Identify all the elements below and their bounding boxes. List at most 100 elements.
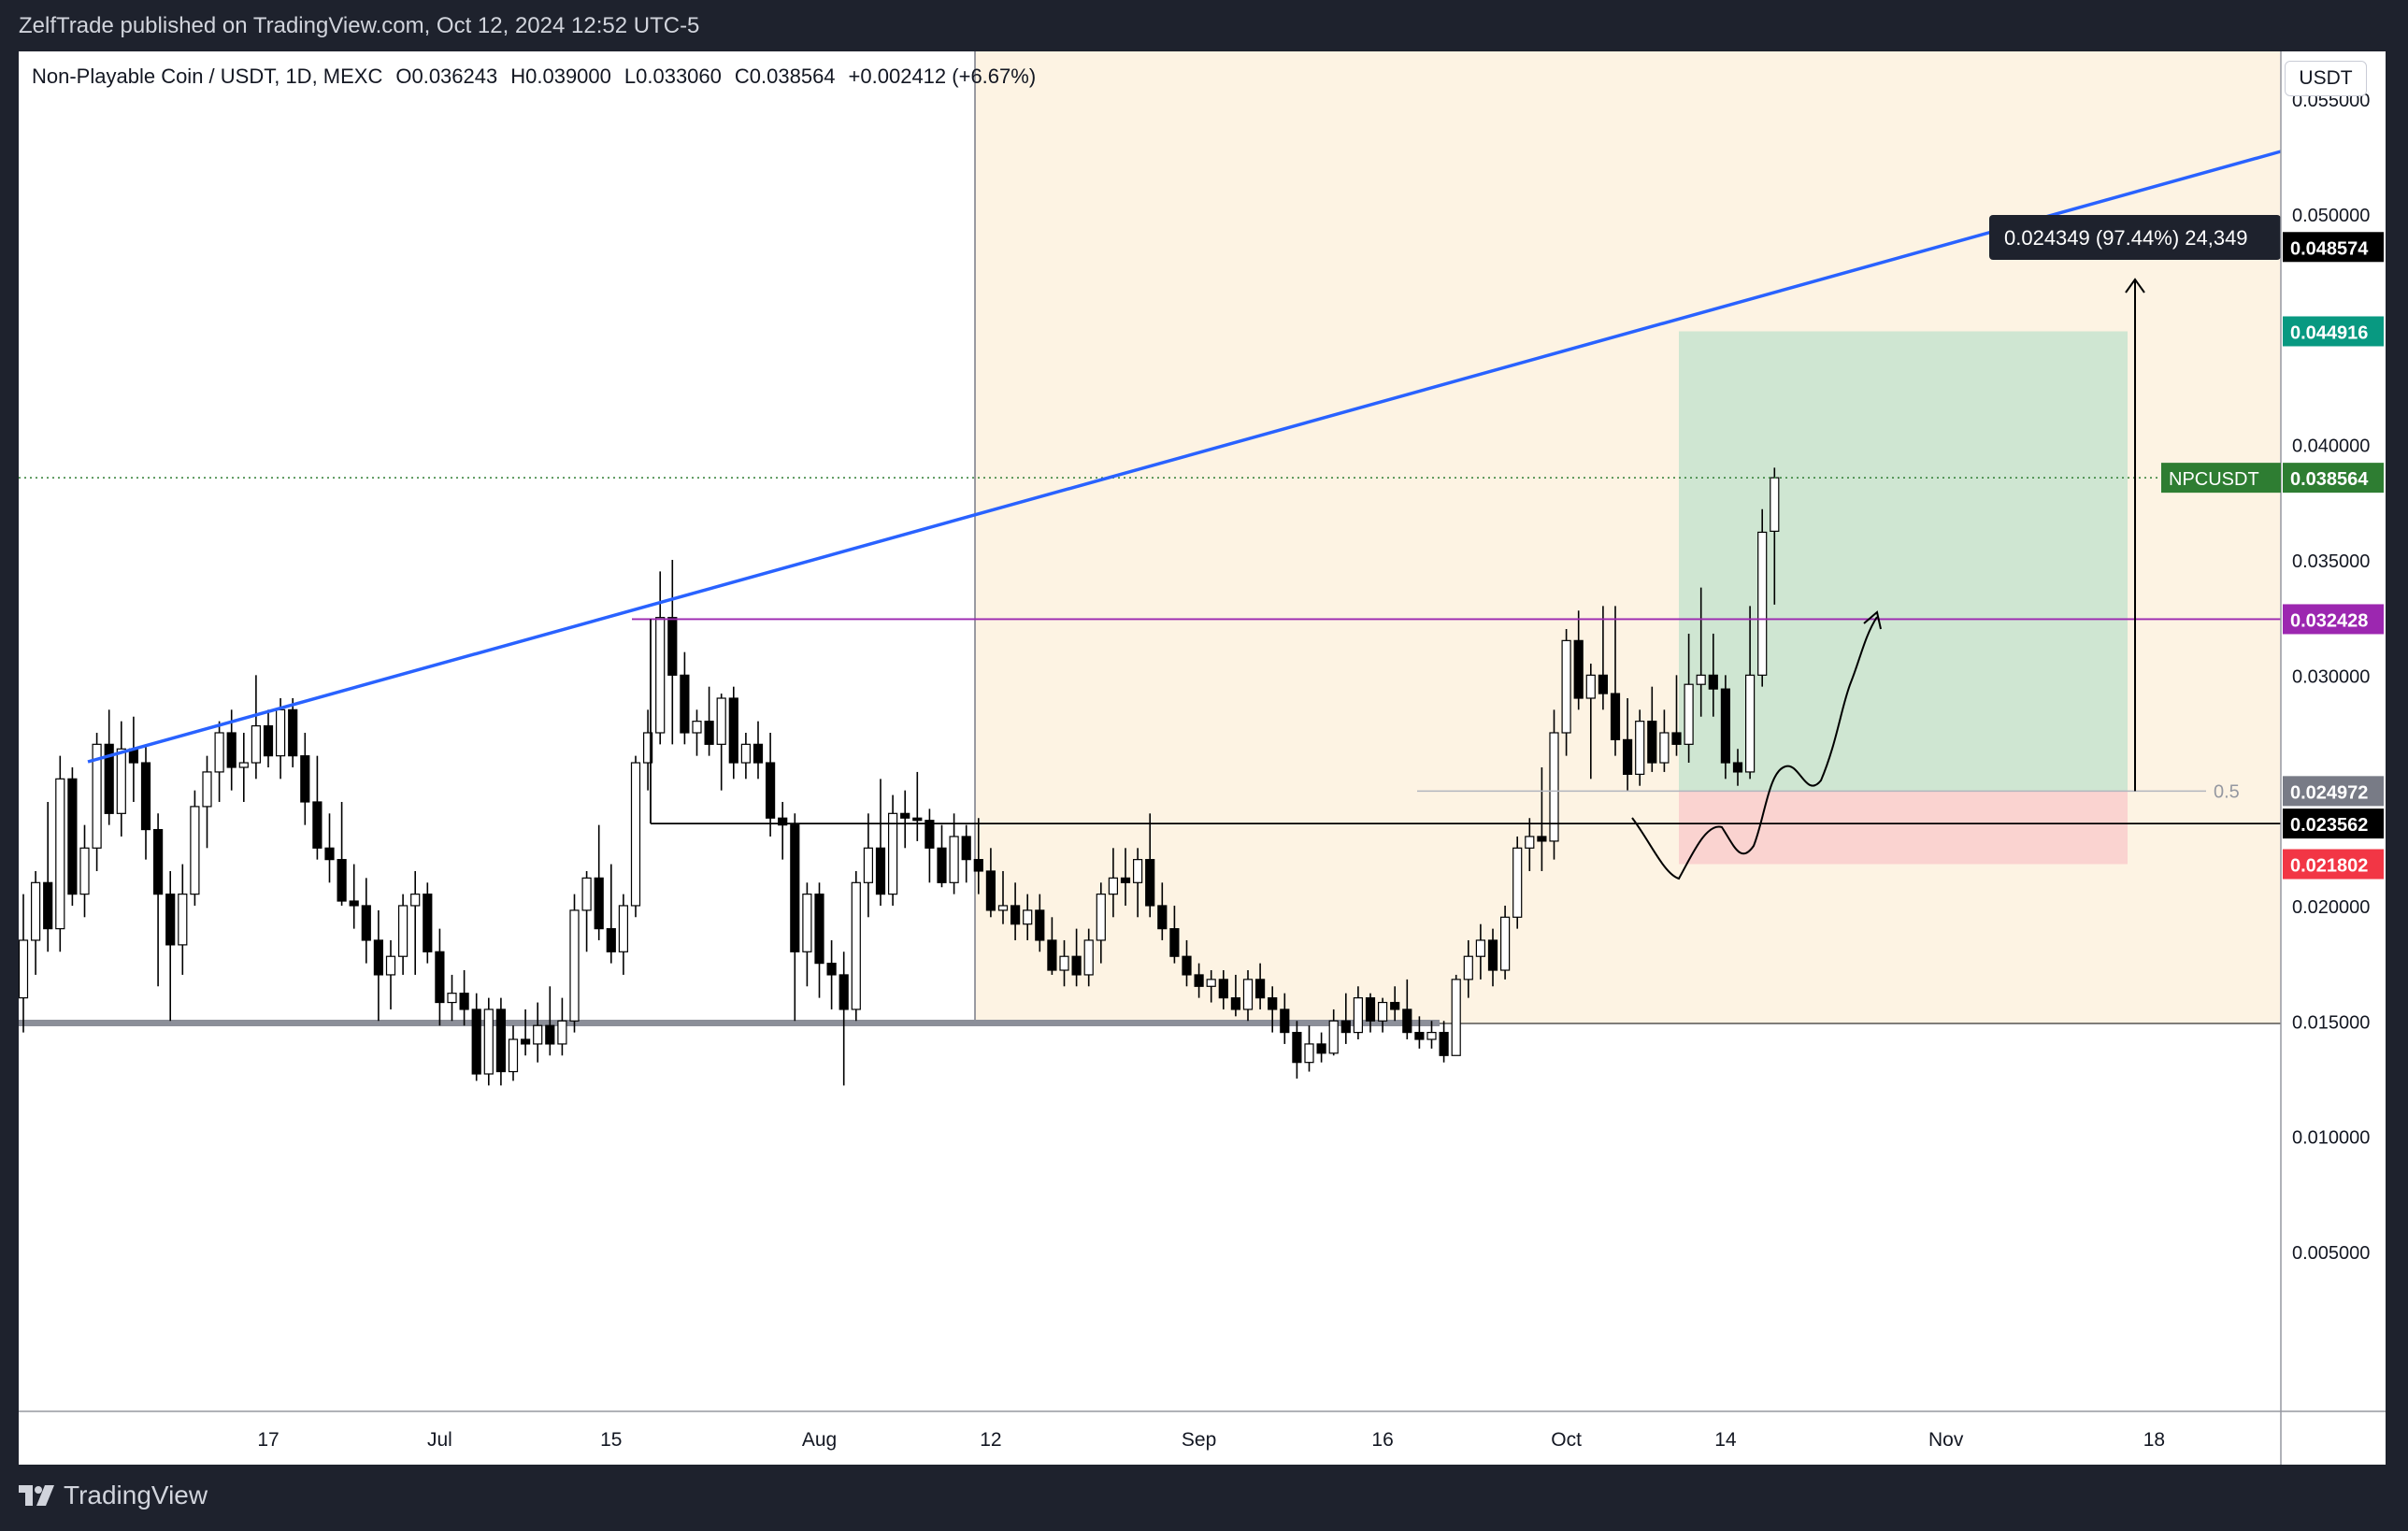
candle bbox=[1206, 970, 1216, 1003]
trendline[interactable] bbox=[87, 150, 2282, 764]
x-tick-label: 17 bbox=[257, 1429, 279, 1451]
candle-body bbox=[545, 1024, 555, 1045]
projection-path[interactable] bbox=[1631, 616, 1878, 880]
candle-body bbox=[398, 905, 408, 957]
candle bbox=[410, 870, 421, 975]
candle-body bbox=[1096, 894, 1106, 941]
candle-body bbox=[1169, 928, 1180, 957]
candle bbox=[1720, 675, 1731, 780]
resistance-price-tag-value: 0.032428 bbox=[2290, 610, 2368, 631]
candle-body bbox=[1194, 974, 1204, 987]
candle bbox=[1280, 993, 1290, 1044]
candle-body bbox=[1757, 531, 1768, 676]
candle bbox=[618, 894, 629, 975]
support-price-tag-value: 0.023562 bbox=[2290, 815, 2368, 836]
currency-button[interactable]: USDT bbox=[2285, 61, 2367, 96]
candle-body bbox=[692, 721, 702, 734]
candle bbox=[1439, 1021, 1449, 1063]
candle-body bbox=[1463, 955, 1473, 980]
candle bbox=[349, 864, 359, 929]
candle-body bbox=[1353, 997, 1364, 1034]
candle bbox=[67, 766, 78, 906]
candle-body bbox=[1328, 1020, 1339, 1054]
loss-zone[interactable] bbox=[1679, 791, 2128, 865]
candle-body bbox=[300, 755, 310, 803]
candle-body bbox=[1157, 905, 1168, 930]
candle bbox=[337, 801, 347, 906]
candle bbox=[802, 882, 812, 987]
candle-body bbox=[288, 708, 298, 757]
legend-symbol[interactable]: Non-Playable Coin / USDT, 1D, MEXC bbox=[32, 64, 383, 88]
candle-body bbox=[43, 881, 53, 930]
candle bbox=[1414, 1016, 1425, 1049]
candle-body bbox=[1708, 674, 1718, 690]
candle bbox=[1561, 629, 1571, 756]
candle bbox=[202, 755, 212, 849]
candle-body bbox=[1390, 1001, 1400, 1010]
candle bbox=[1525, 818, 1535, 871]
last-price-symbol-bg bbox=[2161, 463, 2281, 494]
candle bbox=[104, 709, 114, 825]
candle bbox=[1083, 928, 1094, 987]
candle bbox=[1182, 939, 1192, 987]
x-tick-label: Sep bbox=[1182, 1429, 1216, 1451]
candle-body bbox=[435, 951, 445, 1004]
candle bbox=[1512, 836, 1523, 929]
candle bbox=[752, 721, 764, 780]
candle bbox=[1120, 848, 1131, 906]
candle-body bbox=[887, 812, 898, 895]
candles-group bbox=[18, 467, 1780, 1086]
candle-body bbox=[949, 836, 959, 883]
candle-body bbox=[728, 697, 738, 764]
y-tick-label: 0.035000 bbox=[2292, 551, 2370, 572]
candle bbox=[373, 909, 383, 1022]
candle-body bbox=[67, 778, 78, 895]
candle-body bbox=[716, 697, 726, 745]
candle bbox=[1585, 664, 1596, 780]
candle-body bbox=[1439, 1032, 1449, 1056]
candle-body bbox=[276, 708, 286, 757]
candle bbox=[1304, 1025, 1314, 1072]
candle-body bbox=[104, 743, 114, 814]
candle bbox=[680, 651, 690, 745]
candle-body bbox=[349, 900, 359, 907]
candle-body bbox=[116, 748, 126, 814]
candle bbox=[190, 790, 200, 906]
candle bbox=[1365, 993, 1376, 1033]
candle-body bbox=[961, 836, 971, 861]
candle bbox=[740, 732, 752, 780]
candle-body bbox=[1451, 979, 1461, 1056]
legend-low: L0.033060 bbox=[624, 64, 722, 88]
tradingview-brand[interactable]: TradingView bbox=[19, 1481, 208, 1510]
candle bbox=[863, 813, 874, 918]
candle bbox=[581, 870, 592, 952]
x-tick-label: 16 bbox=[1371, 1429, 1393, 1451]
x-tick-label: Aug bbox=[802, 1429, 837, 1451]
price-tags: 0.048574 0.044916 0.032428 0.024972 0.023562… bbox=[2161, 232, 2384, 880]
candle bbox=[1757, 508, 1768, 687]
chart-area[interactable]: 0.5 0.024349 (97.44%) 24,349 0.055000 0.0… bbox=[18, 51, 2386, 1465]
candle-body bbox=[214, 732, 224, 773]
candle bbox=[1622, 698, 1633, 791]
candle-body bbox=[618, 905, 629, 952]
y-tick-label: 0.015000 bbox=[2292, 1012, 2370, 1033]
candle-body bbox=[1182, 955, 1192, 976]
candle bbox=[594, 824, 604, 940]
candle bbox=[398, 894, 408, 975]
candle bbox=[1254, 963, 1266, 1009]
candle-body bbox=[973, 859, 983, 872]
candle bbox=[826, 939, 837, 1009]
upper-price-tag-value: 0.048574 bbox=[2290, 238, 2369, 259]
time-axis[interactable]: 17 Jul 15 Aug 12 Sep 16 Oct 14 Nov 18 bbox=[257, 1429, 2165, 1451]
candle-body bbox=[202, 771, 212, 808]
last-price-value-bg bbox=[2283, 463, 2384, 494]
candle-body bbox=[778, 817, 788, 826]
price-axis[interactable]: 0.0550000.0500000.0400000.0350000.030000… bbox=[2292, 91, 2370, 1264]
candle-body bbox=[1610, 693, 1621, 740]
candle bbox=[1635, 709, 1645, 786]
candle bbox=[778, 801, 788, 860]
candle bbox=[495, 997, 506, 1086]
x-tick-label: 18 bbox=[2143, 1429, 2165, 1451]
candle bbox=[165, 870, 176, 1022]
chart-svg[interactable]: 0.5 0.024349 (97.44%) 24,349 0.0550000.0… bbox=[18, 51, 2386, 1465]
